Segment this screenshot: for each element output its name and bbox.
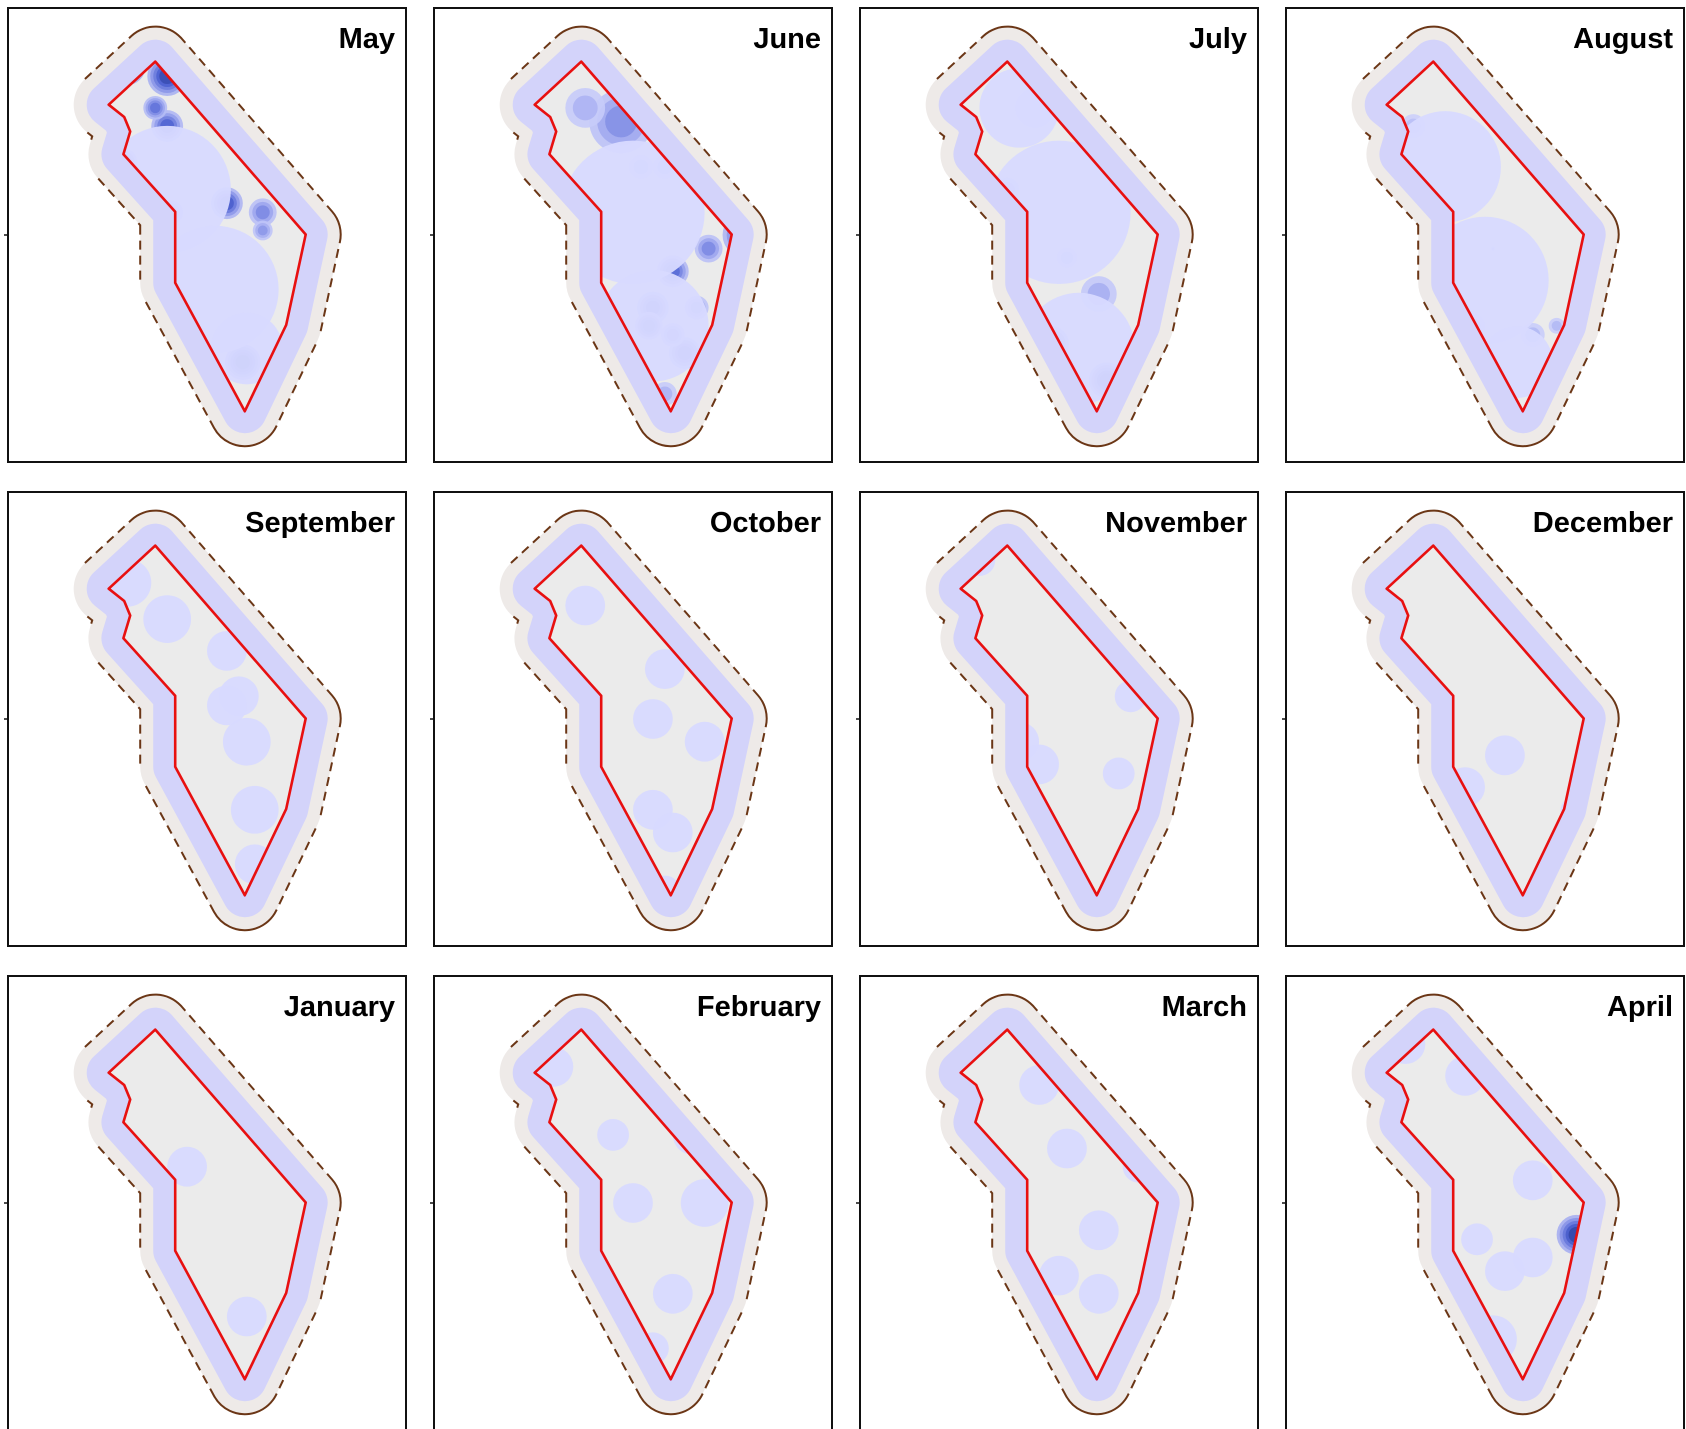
study-boundary [107, 60, 308, 413]
panel-may: May [4, 7, 407, 463]
density-blob [572, 95, 598, 121]
panel-august: August [1282, 7, 1685, 463]
study-boundary [107, 544, 308, 897]
study-boundary [533, 544, 734, 897]
panel-march: March [856, 975, 1259, 1429]
density-blob [1551, 320, 1562, 331]
panel-title: April [1607, 991, 1673, 1023]
panel-title: July [1189, 23, 1247, 55]
density-blob [226, 1296, 267, 1337]
study-area [1386, 545, 1584, 896]
density-blob [255, 205, 270, 220]
density-blob [230, 785, 279, 834]
study-area [960, 545, 1158, 896]
density-blob [652, 1273, 693, 1314]
density-blob [597, 1118, 630, 1151]
density-blob [207, 685, 247, 726]
study-boundary [1385, 1028, 1585, 1381]
density-blob [565, 585, 606, 626]
panel-june: June [430, 7, 833, 463]
density-blob [143, 595, 192, 643]
study-boundary [959, 544, 1159, 897]
panel-september: September [4, 491, 407, 947]
panel-title: March [1162, 991, 1247, 1023]
panel-november: November [856, 491, 1259, 947]
study-boundary [533, 60, 734, 413]
density-blob [1047, 1128, 1087, 1169]
study-area [1386, 1029, 1584, 1380]
panel-title: June [753, 23, 821, 55]
density-layer [115, 1029, 267, 1337]
density-blob [1078, 1210, 1119, 1251]
density-blob [257, 225, 268, 236]
panel-title: December [1533, 507, 1673, 539]
study-boundary [1385, 544, 1585, 897]
study-boundary [959, 60, 1159, 413]
panel-july: July [856, 7, 1259, 463]
density-blob [1039, 1255, 1079, 1296]
density-blob [167, 1146, 208, 1187]
density-blob [684, 721, 725, 762]
study-boundary [1385, 60, 1585, 413]
panel-title: May [339, 23, 395, 55]
study-boundary [533, 1028, 734, 1381]
density-blob [652, 812, 693, 853]
panel-april: April [1282, 975, 1685, 1429]
study-area [108, 1029, 306, 1380]
panel-january: January [4, 975, 407, 1429]
density-blob [1461, 1223, 1493, 1256]
panel-december: December [1282, 491, 1685, 947]
density-blob [222, 717, 271, 766]
density-blob [680, 1179, 729, 1227]
density-blob [1102, 757, 1135, 790]
density-blob [633, 699, 673, 739]
density-blob [613, 1183, 653, 1223]
panel-title: January [284, 991, 395, 1023]
study-boundary [107, 1028, 308, 1381]
panel-february: February [430, 975, 833, 1429]
panel-title: October [710, 507, 821, 539]
panel-october: October [430, 491, 833, 947]
density-blob [1512, 1237, 1553, 1278]
density-blob [1078, 1273, 1119, 1314]
density-blob [150, 102, 161, 114]
panel-title: September [245, 507, 395, 539]
panel-title: November [1105, 507, 1247, 539]
panel-title: August [1573, 23, 1673, 55]
study-boundary [959, 1028, 1159, 1381]
panel-title: February [697, 991, 821, 1023]
density-blob [210, 312, 283, 385]
density-blob [701, 241, 716, 256]
density-blob [644, 649, 685, 689]
density-blob [1485, 735, 1525, 776]
density-blob [1512, 1160, 1553, 1201]
